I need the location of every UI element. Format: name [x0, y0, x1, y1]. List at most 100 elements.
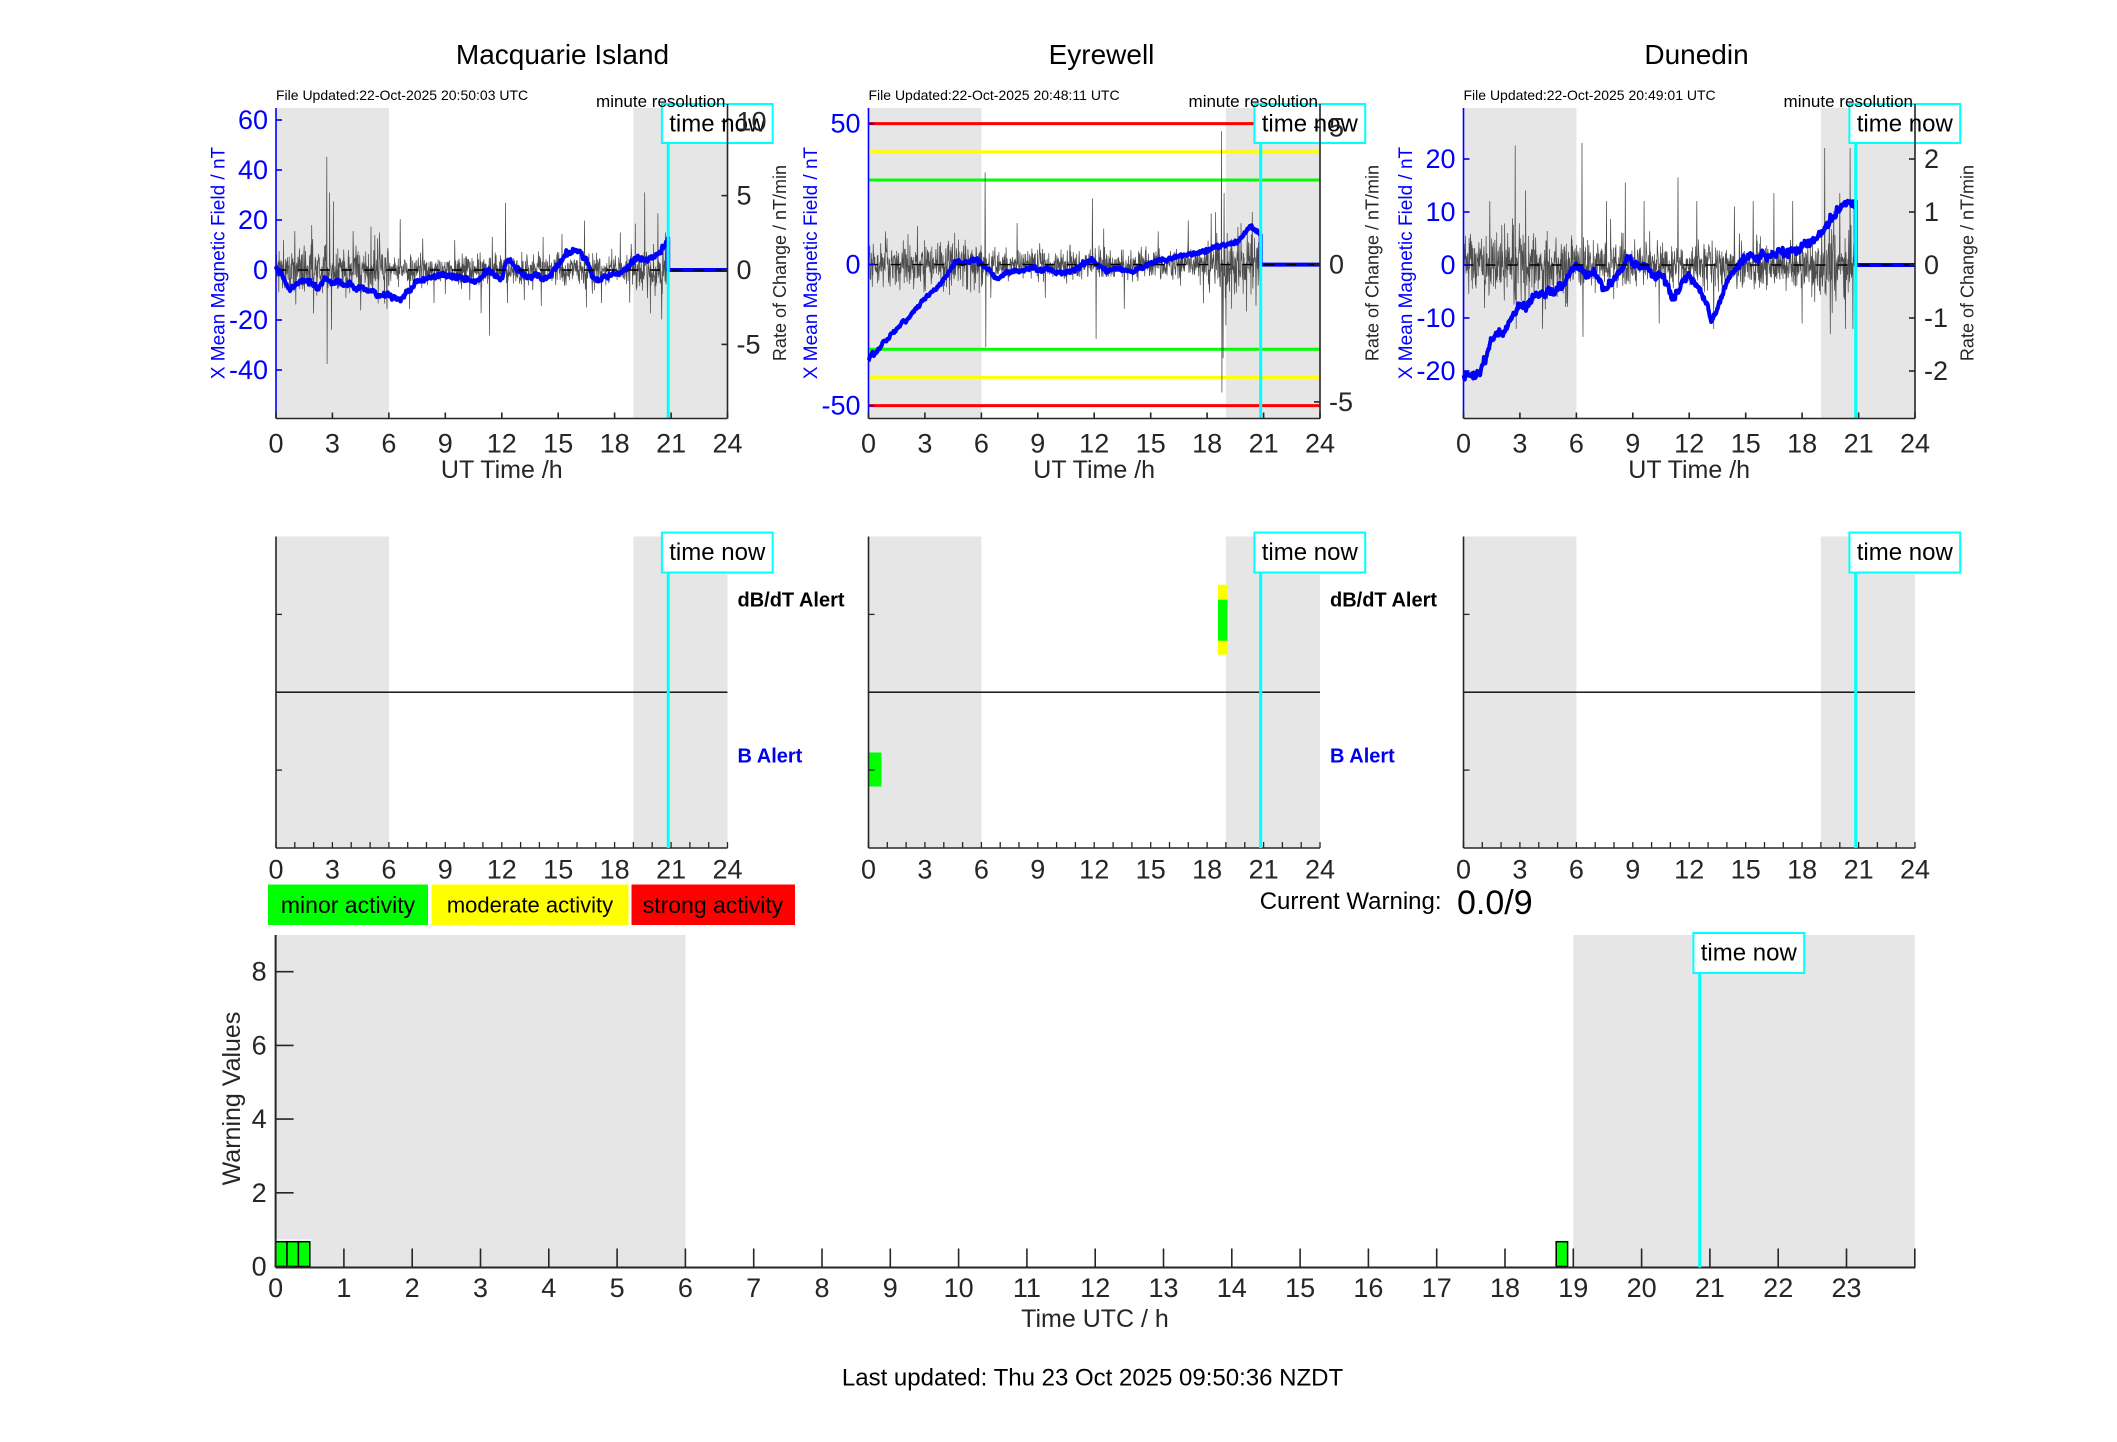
svg-text:19: 19: [1558, 1273, 1588, 1303]
svg-text:X Mean Magnetic Field / nT: X Mean Magnetic Field / nT: [1396, 146, 1417, 379]
svg-text:0: 0: [845, 250, 860, 280]
svg-text:time now: time now: [669, 539, 766, 566]
svg-text:21: 21: [1249, 855, 1279, 885]
svg-text:time now: time now: [1857, 111, 1954, 138]
svg-text:0: 0: [1924, 250, 1939, 280]
svg-text:18: 18: [1192, 429, 1222, 459]
svg-text:24: 24: [1305, 855, 1335, 885]
svg-text:18: 18: [600, 429, 630, 459]
svg-text:10: 10: [944, 1273, 974, 1303]
svg-text:4: 4: [541, 1273, 556, 1303]
svg-text:0: 0: [737, 255, 752, 285]
svg-text:15: 15: [1731, 855, 1761, 885]
svg-text:X Mean Magnetic Field / nT: X Mean Magnetic Field / nT: [801, 146, 822, 379]
svg-text:21: 21: [1844, 855, 1874, 885]
svg-text:0: 0: [268, 1273, 283, 1303]
svg-text:17: 17: [1422, 1273, 1452, 1303]
svg-text:20: 20: [238, 205, 268, 235]
svg-text:UT Time /h: UT Time /h: [1628, 456, 1750, 484]
svg-text:8: 8: [814, 1273, 829, 1303]
svg-text:18: 18: [1490, 1273, 1520, 1303]
svg-text:21: 21: [1844, 429, 1874, 459]
svg-text:0: 0: [268, 429, 283, 459]
svg-text:3: 3: [325, 429, 340, 459]
svg-text:24: 24: [712, 855, 742, 885]
svg-text:12: 12: [487, 429, 517, 459]
svg-text:dB/dT Alert: dB/dT Alert: [1330, 590, 1437, 612]
svg-text:6: 6: [974, 855, 989, 885]
svg-text:-50: -50: [821, 391, 860, 421]
svg-text:Rate of Change / nT/min: Rate of Change / nT/min: [1363, 165, 1383, 361]
svg-text:Dunedin: Dunedin: [1644, 39, 1748, 70]
svg-text:15: 15: [1285, 1273, 1315, 1303]
svg-text:X Mean Magnetic Field / nT: X Mean Magnetic Field / nT: [209, 146, 230, 379]
svg-text:-5: -5: [1329, 387, 1353, 417]
svg-text:6: 6: [974, 429, 989, 459]
svg-text:22: 22: [1763, 1273, 1793, 1303]
svg-text:UT Time /h: UT Time /h: [441, 456, 563, 484]
svg-text:0: 0: [1329, 250, 1344, 280]
svg-text:9: 9: [883, 1273, 898, 1303]
svg-text:-10: -10: [1416, 303, 1455, 333]
svg-text:9: 9: [1625, 855, 1640, 885]
svg-text:18: 18: [1787, 429, 1817, 459]
svg-text:B Alert: B Alert: [738, 745, 803, 767]
svg-text:6: 6: [252, 1030, 267, 1060]
svg-text:50: 50: [830, 109, 860, 139]
svg-text:24: 24: [1900, 855, 1930, 885]
svg-text:12: 12: [1080, 1273, 1110, 1303]
svg-text:18: 18: [1192, 855, 1222, 885]
svg-text:15: 15: [1731, 429, 1761, 459]
svg-text:Rate of Change / nT/min: Rate of Change / nT/min: [1958, 165, 1978, 361]
svg-text:24: 24: [1305, 429, 1335, 459]
svg-text:15: 15: [543, 429, 573, 459]
svg-text:0: 0: [1456, 855, 1471, 885]
svg-text:6: 6: [678, 1273, 693, 1303]
svg-text:12: 12: [1674, 429, 1704, 459]
svg-text:-1: -1: [1924, 303, 1948, 333]
svg-text:Last updated: Thu 23 Oct 2025: Last updated: Thu 23 Oct 2025 09:50:36 N…: [842, 1365, 1344, 1392]
svg-text:Current Warning:: Current Warning:: [1260, 888, 1442, 915]
svg-text:21: 21: [1249, 429, 1279, 459]
svg-text:11: 11: [1013, 1273, 1041, 1303]
svg-text:File Updated:22-Oct-2025 20:48: File Updated:22-Oct-2025 20:48:11 UTC: [869, 87, 1120, 103]
svg-text:Time UTC / h: Time UTC / h: [1021, 1305, 1169, 1333]
svg-text:1: 1: [336, 1273, 351, 1303]
svg-text:60: 60: [238, 105, 268, 135]
svg-text:2: 2: [1924, 144, 1939, 174]
svg-text:0: 0: [861, 429, 876, 459]
svg-text:UT Time /h: UT Time /h: [1033, 456, 1155, 484]
svg-text:strong activity: strong activity: [643, 892, 784, 918]
svg-text:12: 12: [487, 855, 517, 885]
svg-text:16: 16: [1353, 1273, 1383, 1303]
svg-text:9: 9: [1030, 429, 1045, 459]
svg-text:0: 0: [1440, 250, 1455, 280]
svg-text:Rate of Change / nT/min: Rate of Change / nT/min: [770, 165, 790, 361]
svg-text:18: 18: [1787, 855, 1817, 885]
svg-text:3: 3: [325, 855, 340, 885]
svg-text:time now: time now: [1262, 539, 1359, 566]
svg-text:File Updated:22-Oct-2025 20:49: File Updated:22-Oct-2025 20:49:01 UTC: [1464, 87, 1716, 103]
svg-text:5: 5: [737, 181, 752, 211]
svg-text:40: 40: [238, 155, 268, 185]
svg-text:9: 9: [438, 855, 453, 885]
svg-text:Warning Values: Warning Values: [218, 1012, 246, 1186]
svg-text:6: 6: [381, 855, 396, 885]
svg-text:Macquarie Island: Macquarie Island: [456, 39, 669, 70]
svg-text:8: 8: [252, 957, 267, 987]
svg-text:0: 0: [268, 855, 283, 885]
svg-text:4: 4: [252, 1104, 267, 1134]
svg-text:23: 23: [1831, 1273, 1861, 1303]
svg-text:7: 7: [746, 1273, 761, 1303]
svg-text:moderate activity: moderate activity: [447, 893, 613, 918]
svg-text:3: 3: [917, 855, 932, 885]
svg-text:3: 3: [1512, 855, 1527, 885]
svg-text:21: 21: [1695, 1273, 1725, 1303]
svg-text:21: 21: [656, 855, 686, 885]
svg-text:21: 21: [656, 429, 686, 459]
svg-text:3: 3: [917, 429, 932, 459]
svg-text:-20: -20: [229, 305, 268, 335]
svg-text:3: 3: [473, 1273, 488, 1303]
svg-text:B Alert: B Alert: [1330, 745, 1395, 767]
svg-text:10: 10: [1425, 197, 1455, 227]
